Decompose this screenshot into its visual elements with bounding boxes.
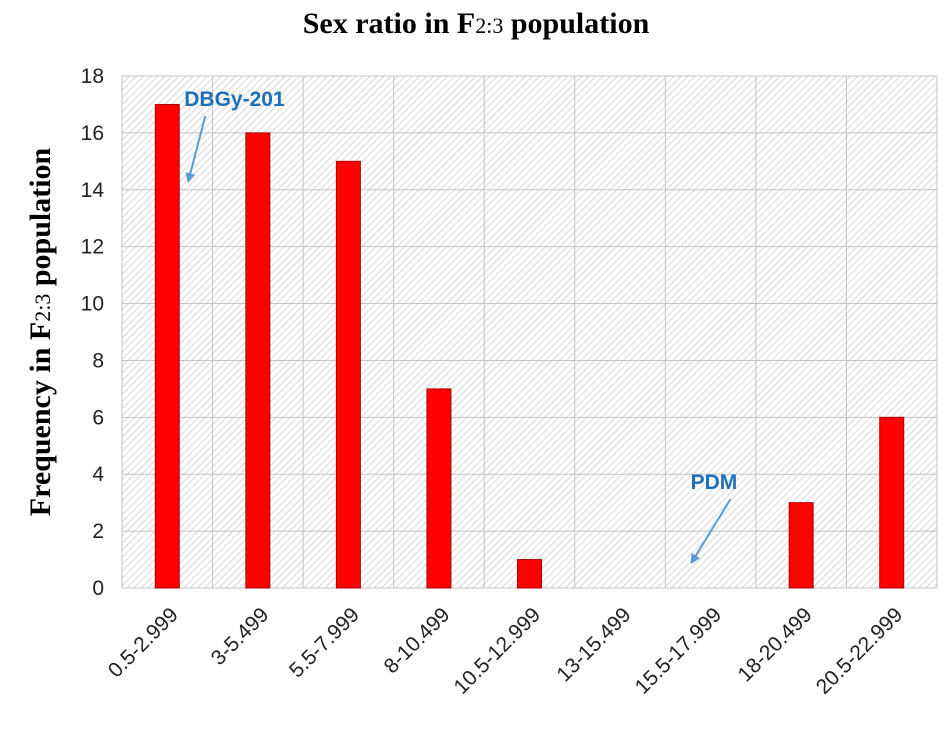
- x-tick-label: 5.5-7.999: [285, 603, 364, 682]
- x-tick-label: 18-20.499: [734, 603, 817, 686]
- y-tick-label: 6: [92, 406, 104, 429]
- bar-3-5.499: [245, 132, 271, 589]
- bar-10.5-12.999: [517, 559, 542, 589]
- x-tick-label: 20.5-22.999: [812, 603, 908, 699]
- y-tick-label: 18: [81, 65, 104, 88]
- bar-18-20.499: [788, 502, 814, 589]
- x-tick-label: 13-15.499: [552, 603, 635, 686]
- y-axis: 0 2 4 6 8 10 12 14 16 18: [81, 65, 105, 600]
- bar-0.5-2.999: [154, 103, 180, 589]
- y-tick-label: 12: [81, 236, 104, 259]
- annotation-pdm: PDM: [691, 471, 738, 494]
- y-tick-label: 14: [81, 179, 105, 202]
- y-tick-label: 4: [92, 463, 104, 486]
- x-tick-label: 3-5.499: [207, 603, 274, 670]
- chart-title-subscript: 2:3: [475, 13, 503, 38]
- bar-8-10.499: [426, 388, 452, 589]
- annotation-arrow-dbgy-201: [185, 115, 207, 184]
- y-axis-label: Frequency in F2:3 population: [24, 147, 57, 516]
- bar-20.5-22.999: [879, 416, 905, 589]
- y-axis-label-subscript: 2:3: [30, 294, 55, 322]
- x-tick-label: 10.5-12.999: [449, 603, 545, 699]
- y-tick-label: 16: [81, 122, 104, 145]
- x-axis: 0.5-2.999 3-5.499 5.5-7.999 8-10.49910.5-12…: [104, 603, 907, 699]
- bar-5.5-7.999: [335, 160, 361, 589]
- annotations: DBGy-201 PDM: [184, 88, 738, 565]
- y-tick-label: 10: [81, 293, 104, 316]
- annotation-arrow-pdm: [690, 498, 732, 565]
- annotation-dbgy-201: DBGy-201: [184, 88, 285, 111]
- x-tick-label: 0.5-2.999: [104, 603, 183, 682]
- chart-title: Sex ratio in F2:3 population: [303, 7, 650, 40]
- y-tick-label: 8: [92, 349, 104, 372]
- bars: [154, 103, 905, 589]
- y-tick-label: 2: [92, 520, 104, 543]
- x-tick-label: 8-10.499: [380, 603, 455, 678]
- plot-area: [122, 76, 937, 588]
- y-tick-label: 0: [92, 577, 104, 600]
- x-tick-label: 15.5-17.999: [631, 603, 727, 699]
